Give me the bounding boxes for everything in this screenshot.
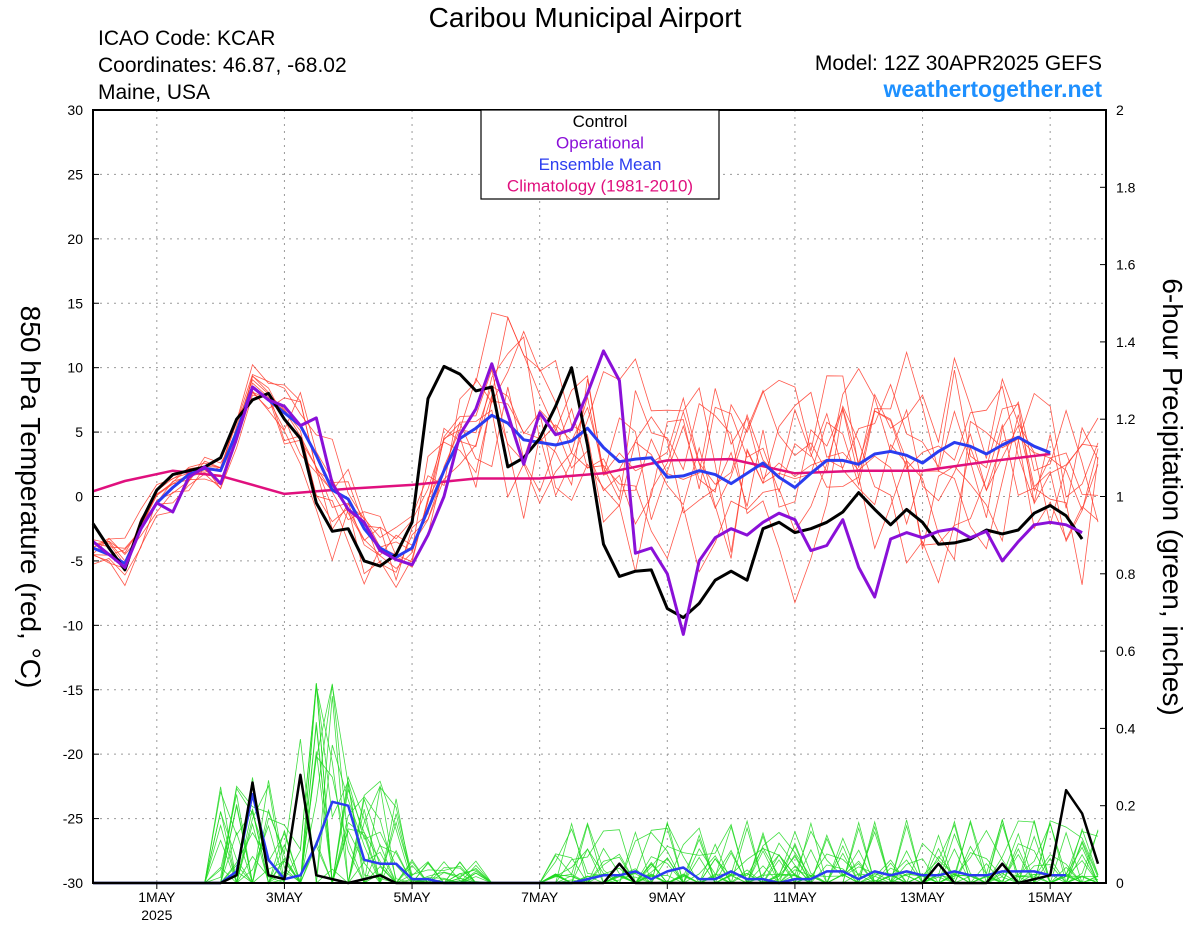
y-axis-label: 850 hPa Temperature (red, °C): [15, 305, 46, 689]
y-tick-label: 15: [67, 295, 83, 311]
y-tick-label: -30: [63, 875, 83, 891]
x-tick-label: 9MAY: [649, 889, 687, 905]
y2-tick-label: 1.2: [1116, 411, 1136, 427]
y-tick-label: 20: [67, 231, 83, 247]
x-tick-label: 13MAY: [900, 889, 946, 905]
x-tick-sublabel: 2025: [141, 907, 172, 923]
y2-tick-label: 0.4: [1116, 720, 1136, 736]
temp-member-line: [92, 358, 1099, 582]
temp-members-layer: [92, 312, 1099, 604]
y-tick-label: -25: [63, 811, 83, 827]
y-tick-label: -5: [71, 553, 84, 569]
temp-control-line: [91, 364, 1084, 620]
region: Maine, USA: [98, 81, 211, 104]
y-tick-label: 30: [67, 102, 83, 118]
y-tick-label: -20: [63, 746, 83, 762]
coordinates: Coordinates: 46.87, -68.02: [98, 54, 347, 77]
precip-mean-line: [93, 792, 1067, 885]
temp-member-line: [92, 370, 1099, 585]
precip-member-line: [93, 722, 1099, 884]
x-tick-label: 1MAY: [138, 889, 176, 905]
y2-tick-label: 0.2: [1116, 798, 1136, 814]
y2-tick-label: 1.6: [1116, 257, 1136, 273]
x-tick-label: 3MAY: [266, 889, 304, 905]
x-tick-label: 7MAY: [521, 889, 559, 905]
legend-box: Control Operational Ensemble Mean Climatolo…: [480, 109, 720, 200]
site-credit: weathertogether.net: [883, 76, 1102, 102]
precip-member-line: [93, 751, 1099, 884]
y2-tick-label: 1.4: [1116, 334, 1136, 350]
y-tick-label: 5: [75, 424, 83, 440]
legend-entry: Climatology (1981-2010): [507, 177, 693, 196]
model-run: Model: 12Z 30APR2025 GEFS: [814, 52, 1102, 75]
y-tick-label: 0: [75, 489, 83, 505]
y2-tick-label: 0: [1116, 875, 1124, 891]
grid-layer: [93, 110, 1106, 883]
x-tick-label: 15MAY: [1028, 889, 1074, 905]
icao-code: ICAO Code: KCAR: [98, 27, 276, 50]
y-tick-label: 25: [67, 166, 83, 182]
y-tick-label: -10: [63, 617, 83, 633]
precip-member-line: [93, 783, 1099, 885]
legend-entry: Ensemble Mean: [539, 155, 662, 174]
temp-member-line: [92, 316, 1099, 566]
x-tick-label: 5MAY: [394, 889, 432, 905]
chart-title: Caribou Municipal Airport: [428, 2, 742, 33]
climatology-line: [92, 452, 1051, 496]
temp-member-line: [92, 330, 1099, 587]
precip-member-line: [93, 683, 1098, 884]
precip-members-layer: [93, 683, 1099, 885]
y2-tick-label: 0.6: [1116, 643, 1136, 659]
legend-frame: [480, 109, 720, 200]
y2-tick-label: 0.8: [1116, 566, 1136, 582]
series-layer: [91, 349, 1100, 885]
temp-member-line: [92, 312, 1099, 584]
y-tick-label: -15: [63, 682, 83, 698]
legend-entry: Operational: [556, 134, 644, 153]
temp-operational-line: [92, 349, 1083, 636]
y-tick-label: 10: [67, 360, 83, 376]
y2-tick-label: 2: [1116, 102, 1124, 118]
precip-member-line: [93, 725, 1099, 885]
precip-control-line: [93, 773, 1100, 885]
y2-axis-label: 6-hour Precipitation (green, inches): [1157, 278, 1188, 716]
x-tick-label: 11MAY: [773, 889, 817, 905]
y2-tick-label: 1: [1116, 489, 1124, 505]
y2-tick-label: 1.8: [1116, 179, 1136, 195]
legend-entry: Control: [573, 112, 628, 131]
